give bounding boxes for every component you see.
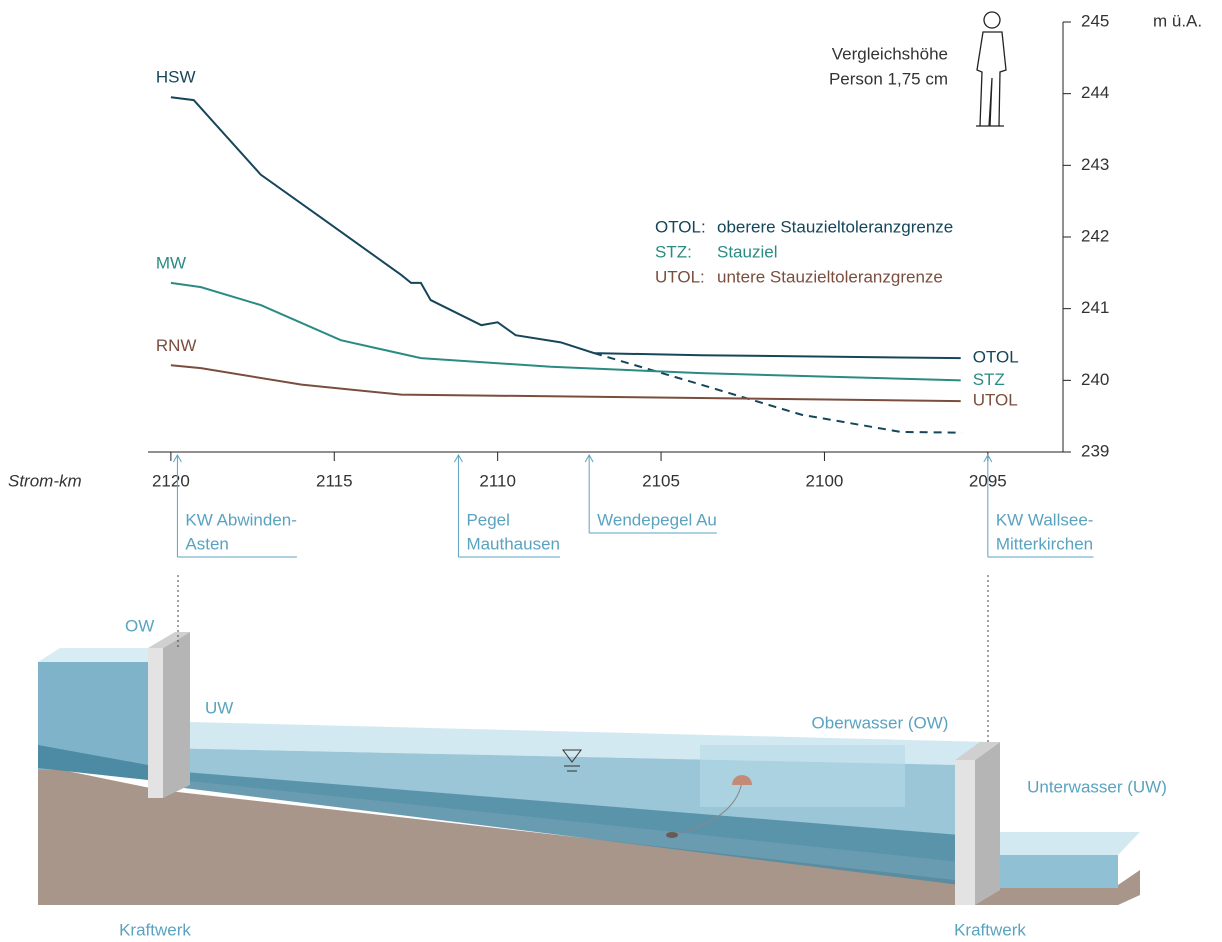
series-end-label: OTOL: [973, 348, 1019, 367]
diagram-label: Kraftwerk: [954, 920, 1026, 939]
dam-side: [163, 632, 190, 798]
dam: [148, 648, 163, 798]
diagram-label: UW: [205, 698, 233, 717]
legend-text: Stauziel: [717, 242, 777, 261]
y-tick-label: 241: [1081, 298, 1109, 317]
y-tick-label: 243: [1081, 155, 1109, 174]
station-label: KW Wallsee-: [996, 510, 1094, 529]
x-axis-label: Strom-km: [8, 471, 82, 490]
y-tick-label: 242: [1081, 226, 1109, 245]
water-highlight: [700, 745, 905, 807]
dam-side: [975, 742, 1000, 905]
annotation: Vergleichshöhe: [832, 44, 948, 63]
person-icon: [976, 12, 1006, 126]
station-label: Pegel: [466, 510, 509, 529]
y-axis-label: m ü.A.: [1153, 11, 1202, 30]
x-tick-label: 2120: [152, 471, 190, 490]
line: [171, 365, 961, 401]
x-tick-label: 2110: [479, 471, 516, 490]
x-tick-label: 2115: [316, 471, 353, 490]
y-tick-label: 240: [1081, 370, 1109, 389]
series-label: MW: [156, 253, 186, 272]
series-label: HSW: [156, 68, 196, 87]
diagram-label: Unterwasser (UW): [1027, 777, 1167, 796]
series-end-label: UTOL: [973, 391, 1018, 410]
annotation: Person 1,75 cm: [829, 69, 948, 88]
legend-key: OTOL:: [655, 217, 706, 236]
series-label: RNW: [156, 336, 197, 355]
station-label: Asten: [185, 534, 228, 553]
line: [594, 353, 962, 433]
station-label: Mitterkirchen: [996, 534, 1093, 553]
x-tick-label: 2100: [806, 471, 844, 490]
legend-text: untere Stauzieltoleranzgrenze: [717, 267, 943, 286]
line: [171, 283, 961, 380]
series-end-label: STZ: [973, 370, 1005, 389]
diagram-label: Oberwasser (OW): [812, 713, 949, 732]
anchor: [666, 832, 678, 838]
y-tick-label: 244: [1081, 83, 1109, 102]
station-label: Wendepegel Au: [597, 510, 717, 529]
diagram-label: OW: [125, 616, 154, 635]
legend-key: UTOL:: [655, 267, 705, 286]
y-tick-label: 239: [1081, 441, 1109, 460]
dam: [955, 760, 975, 905]
station-label: KW Abwinden-: [185, 510, 296, 529]
y-tick-label: 245: [1081, 11, 1109, 30]
river-diagram: OW UW Oberwasser (OW) Unterwasser (UW) K…: [38, 575, 1167, 939]
x-tick-label: 2105: [642, 471, 680, 490]
infographic: OW UW Oberwasser (OW) Unterwasser (UW) K…: [0, 0, 1222, 942]
legend-text: oberere Stauzieltoleranzgrenze: [717, 217, 953, 236]
diagram-label: Kraftwerk: [119, 920, 191, 939]
legend-key: STZ:: [655, 242, 692, 261]
station-label: Mauthausen: [466, 534, 560, 553]
